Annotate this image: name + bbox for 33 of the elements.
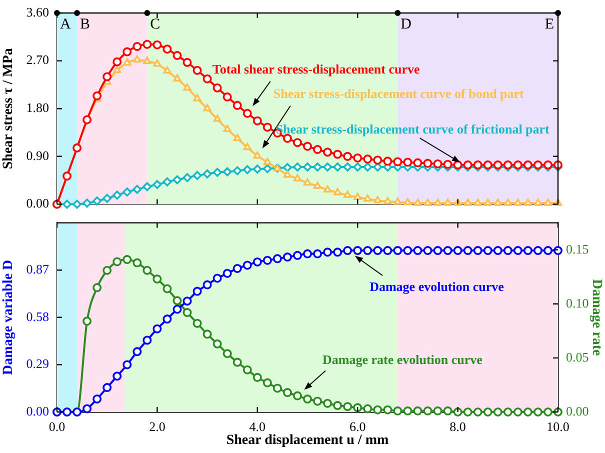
y-axis-title: Damage variable D	[1, 260, 16, 375]
text: Shear stress-displacement curve of bond part	[273, 86, 525, 102]
y-tick-label: 3.60	[26, 4, 49, 20]
y-tick-label: 0.87	[26, 262, 50, 277]
y2-tick-label: 0.00	[566, 403, 589, 418]
x-tick-label: 8.0	[450, 419, 466, 434]
y2-axis-title: Damage rate	[588, 279, 604, 356]
y-tick-label: 2.70	[26, 52, 49, 68]
band-label: C	[150, 16, 160, 32]
x-tick-label: 6.0	[349, 419, 366, 434]
y-tick-label: 1.80	[26, 100, 49, 116]
series-label: Damage evolution curve	[370, 278, 504, 294]
x-tick-label: 0.0	[48, 419, 66, 434]
series-label: Total shear stress-displacement curve	[212, 62, 420, 77]
y2-tick-label: 0.15	[566, 241, 589, 256]
x-tick-label: 2.0	[149, 419, 166, 434]
band-label: B	[80, 16, 90, 32]
y2-tick-label: 0.10	[566, 295, 589, 310]
y-tick-label: 0.90	[26, 148, 49, 163]
annotation: E	[544, 16, 554, 32]
x-tick-label: 10.0	[546, 419, 570, 434]
y-tick-label: 0.29	[26, 356, 49, 372]
band-label: A	[60, 16, 71, 32]
y-axis-title: Shear stress τ / MPa	[1, 48, 16, 170]
y-tick-label: 0.00	[26, 196, 49, 211]
text: Damage rate evolution curve	[322, 352, 483, 368]
y2-tick-label: 0.05	[566, 349, 589, 364]
y-tick-label: 0.00	[26, 403, 49, 418]
y-tick-label: 0.58	[26, 308, 49, 324]
x-tick-label: 4.0	[249, 419, 266, 434]
text: Shear stress-displacement curve of frictional part	[276, 121, 550, 136]
band-label: D	[400, 16, 412, 32]
x-axis-title: Shear displacement u / mm	[226, 433, 389, 448]
